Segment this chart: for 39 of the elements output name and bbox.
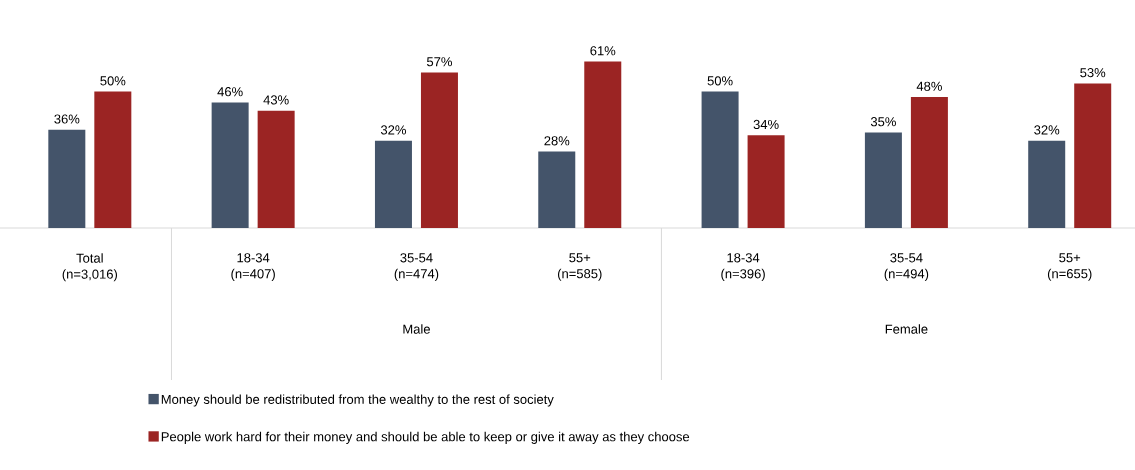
data-label: 48% (916, 81, 942, 91)
x-tick-label: 35-54 (n=474) (394, 253, 439, 281)
bar (48, 129, 86, 228)
data-label: 35% (870, 117, 896, 127)
bar (1074, 83, 1112, 228)
legend-label: People work hard for their money and should be able to keep or give it away as they choose (161, 431, 690, 444)
bar (211, 102, 249, 228)
data-label: 50% (707, 76, 733, 86)
bar (864, 132, 902, 228)
bar (538, 151, 576, 228)
data-label: 53% (1080, 68, 1106, 78)
data-label: 34% (753, 119, 779, 130)
bar (257, 110, 295, 228)
text: Female (885, 324, 928, 334)
data-label: 32% (380, 125, 406, 135)
x-tick-label: 18-34 (n=407) (231, 253, 275, 281)
bar (584, 61, 622, 228)
bar (1028, 140, 1066, 228)
legend-label: Money should be redistributed from the wealthy to the rest of society (161, 394, 554, 407)
text: Male (403, 324, 430, 334)
x-tick-label: 18-34 (n=396) (721, 253, 765, 281)
bar (94, 91, 132, 228)
bar (374, 140, 412, 228)
x-tick-label: 55+ (n=585) (557, 253, 602, 281)
bar (701, 91, 739, 228)
bar (747, 135, 785, 228)
bar (910, 97, 948, 228)
data-label: 57% (426, 57, 452, 67)
data-label: 36% (54, 114, 80, 124)
bar (420, 72, 458, 228)
data-label: 32% (1034, 125, 1060, 135)
x-tick-label: 55+ (n=655) (1047, 253, 1092, 281)
data-label: 61% (590, 46, 616, 56)
data-label: 43% (263, 95, 289, 105)
data-label: 28% (544, 136, 570, 146)
x-tick-label: 35-54 (n=494) (884, 253, 929, 281)
x-tick-label: Total (n=3,016) (62, 253, 118, 282)
data-label: 46% (217, 87, 243, 97)
data-label: 50% (100, 76, 126, 86)
